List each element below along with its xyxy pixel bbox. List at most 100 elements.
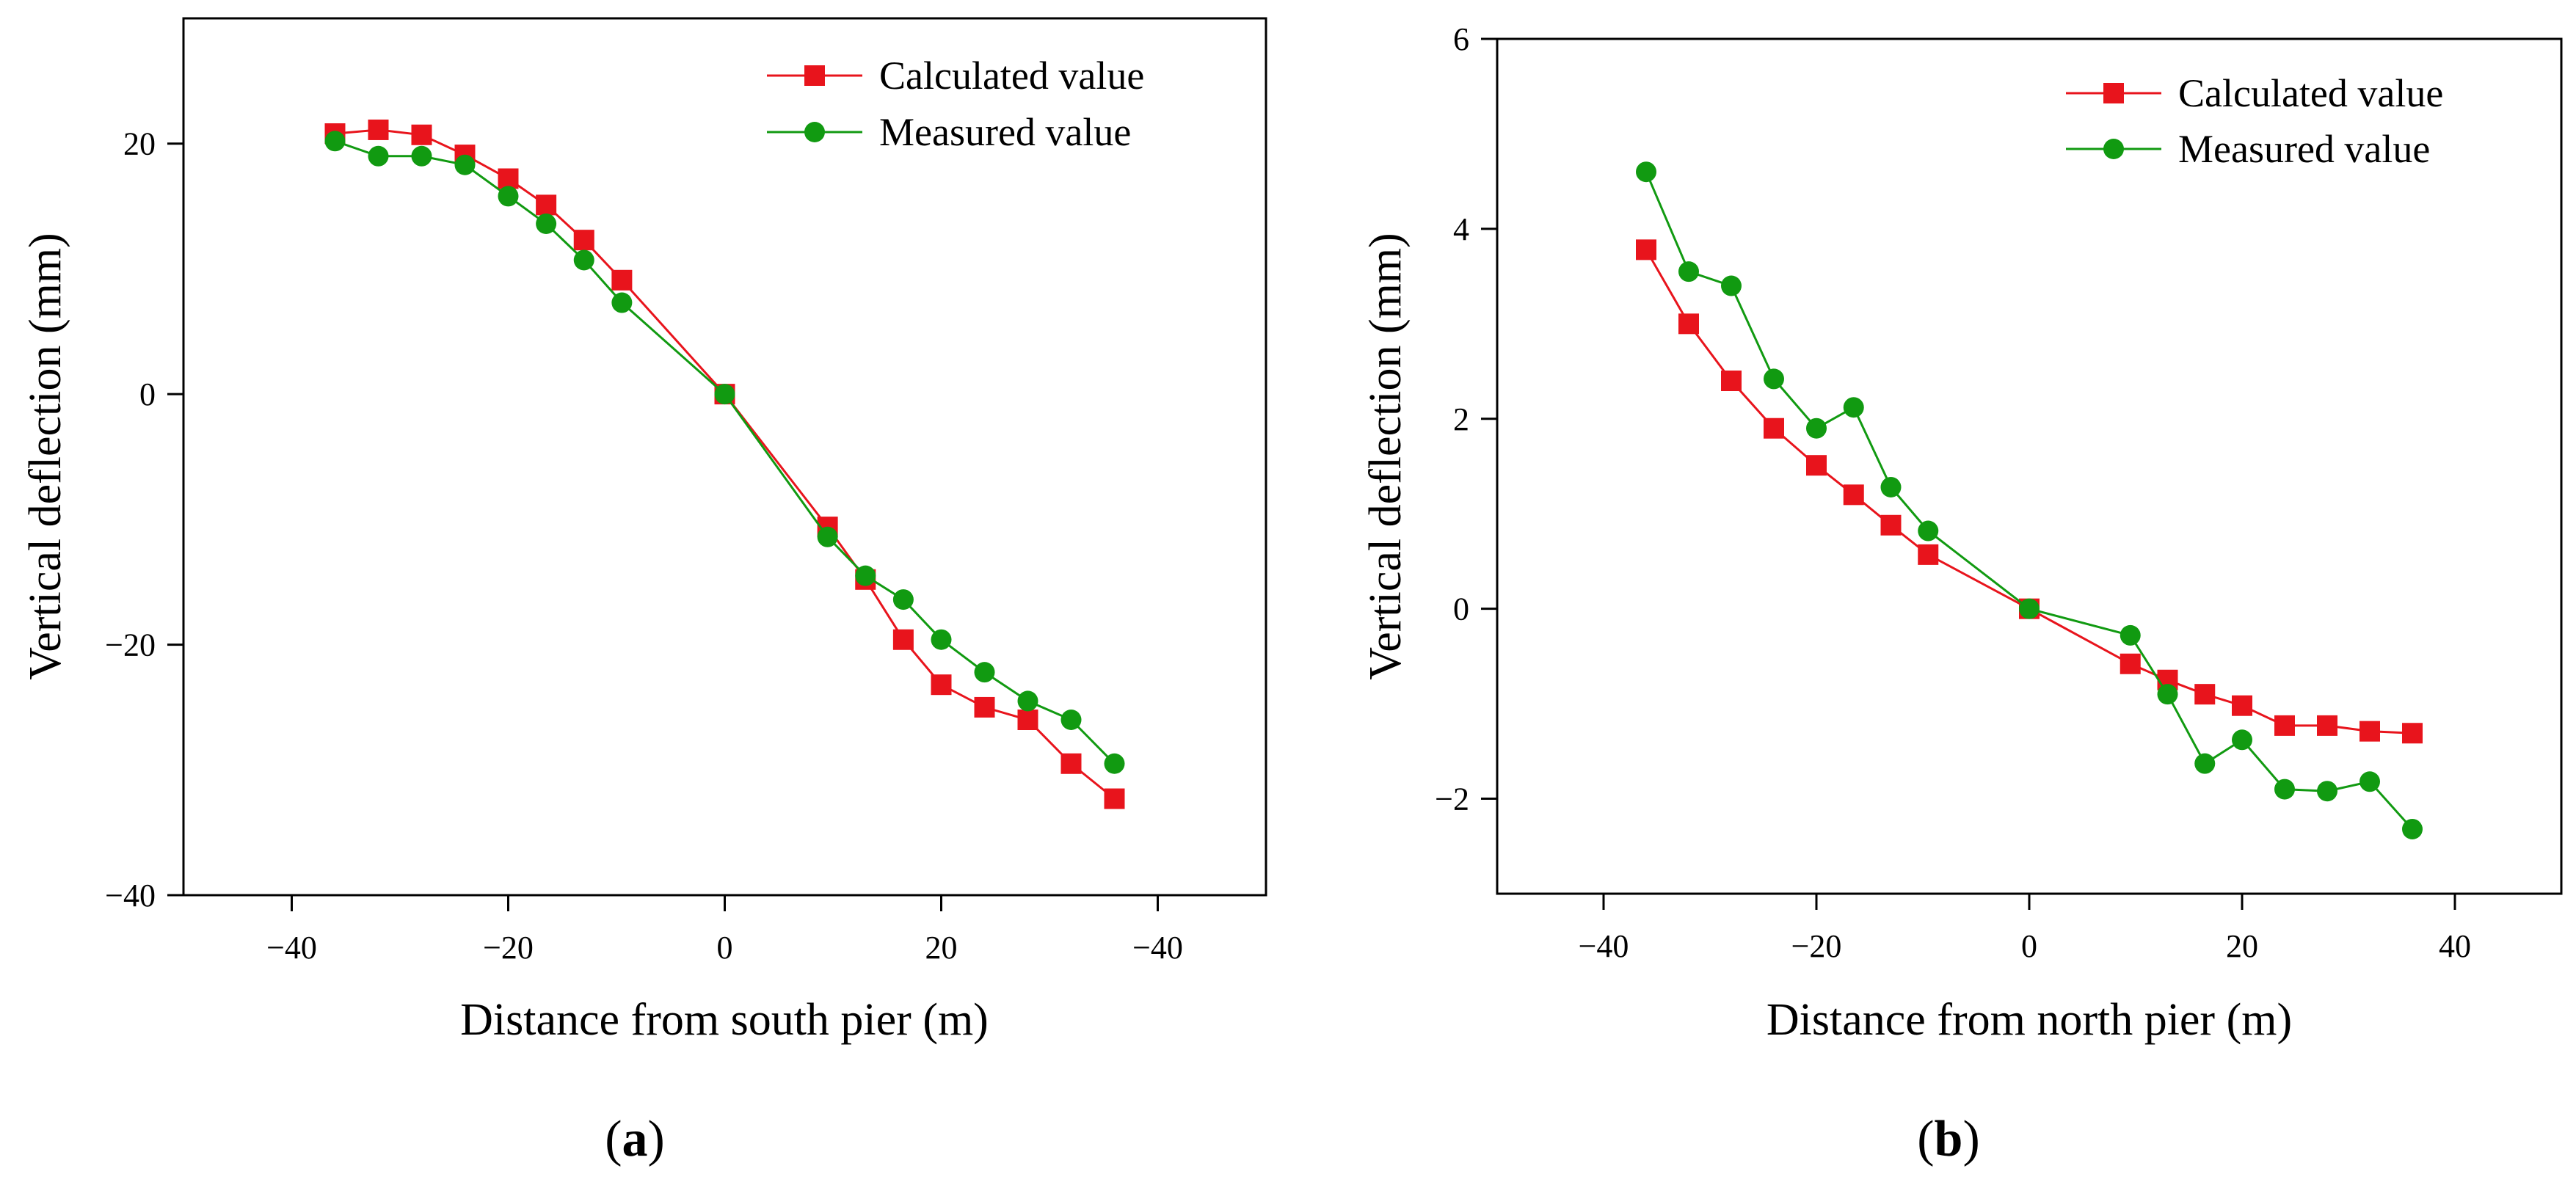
legend-marker-measured <box>804 122 825 142</box>
y-tick-label: −2 <box>1435 781 1469 817</box>
data-point-calculated-value <box>2274 715 2295 736</box>
legend-label-measured: Measured value <box>879 110 1131 154</box>
data-point-measured-value <box>573 249 594 271</box>
y-tick-label: 6 <box>1453 21 1469 57</box>
data-point-calculated-value <box>2194 684 2216 705</box>
data-point-calculated-value <box>2232 695 2252 716</box>
series-line-calculated-value <box>335 128 1116 800</box>
data-point-calculated-value <box>2120 653 2141 674</box>
data-point-measured-value <box>498 186 519 207</box>
y-axis-title: Vertical deflection (mm) <box>21 233 70 679</box>
data-point-measured-value <box>931 629 952 650</box>
data-point-measured-value <box>974 662 995 683</box>
data-point-measured-value <box>817 526 838 547</box>
data-point-measured-value <box>454 154 476 175</box>
data-point-calculated-value <box>1918 544 1939 565</box>
data-point-calculated-value <box>1806 455 1827 476</box>
series-line-measured-value <box>335 139 1116 765</box>
data-point-calculated-value <box>498 168 519 189</box>
data-point-measured-value <box>2120 624 2141 646</box>
data-point-measured-value <box>2274 779 2295 800</box>
data-point-calculated-value <box>411 124 432 145</box>
data-point-measured-value <box>1678 261 1699 282</box>
legend-label-measured: Measured value <box>2178 127 2430 171</box>
y-tick-label: 0 <box>1453 591 1469 627</box>
data-point-measured-value <box>2317 781 2337 802</box>
y-tick-label: 4 <box>1453 211 1469 247</box>
data-point-measured-value <box>1060 710 1082 730</box>
data-point-calculated-value <box>368 119 389 140</box>
x-axis-title: Distance from north pier (m) <box>1767 995 2292 1045</box>
data-point-calculated-value <box>1104 788 1125 809</box>
series-line-calculated-value <box>1645 249 2413 734</box>
x-tick-label: 20 <box>2226 928 2258 964</box>
data-point-measured-value <box>2359 771 2380 792</box>
data-point-calculated-value <box>573 230 594 251</box>
y-tick-label: −20 <box>105 627 156 663</box>
chart-panel-a: −40 −20 0 20 −40 −40 −20 0 20 Distance from sout… <box>21 17 1267 1167</box>
legend-label-calculated: Calculated value <box>2178 71 2443 115</box>
y-axis-title: Vertical deflection (mm) <box>1361 233 1411 679</box>
data-point-measured-value <box>2232 729 2252 751</box>
data-point-measured-value <box>1880 476 1902 497</box>
x-tick-label: −40 <box>1579 928 1629 964</box>
data-point-measured-value <box>1806 418 1827 439</box>
panel-label-b: (b) <box>1917 1111 1980 1167</box>
data-point-measured-value <box>324 131 346 152</box>
data-point-measured-value <box>1843 397 1864 418</box>
data-point-calculated-value <box>931 674 952 696</box>
data-point-measured-value <box>1918 520 1939 542</box>
data-point-measured-value <box>855 565 876 586</box>
data-point-measured-value <box>2019 598 2040 619</box>
y-tick-label: 0 <box>139 376 156 412</box>
data-point-measured-value <box>1104 753 1125 774</box>
data-point-measured-value <box>892 589 914 610</box>
x-tick-label: 40 <box>2439 928 2471 964</box>
x-axis-title: Distance from south pier (m) <box>460 995 989 1045</box>
data-point-calculated-value <box>1017 710 1038 730</box>
y-tick-label: −40 <box>105 878 156 914</box>
data-point-measured-value <box>1721 275 1742 296</box>
series-line-measured-value <box>1645 171 2414 831</box>
plot-frame <box>1496 37 2563 895</box>
x-tick-label: −20 <box>483 930 534 966</box>
data-point-calculated-value <box>1636 239 1656 260</box>
data-point-measured-value <box>611 292 633 313</box>
y-tick-label: 20 <box>123 126 156 162</box>
data-point-measured-value <box>714 384 735 405</box>
y-tick-label: 2 <box>1453 401 1469 437</box>
legend-marker-calculated <box>2103 83 2124 103</box>
legend-marker-calculated <box>804 65 825 86</box>
data-point-calculated-value <box>1721 371 1742 391</box>
legend: Calculated value Measured value <box>2066 71 2443 171</box>
data-point-calculated-value <box>2359 721 2380 742</box>
x-tick-label: 0 <box>2021 928 2037 964</box>
data-point-calculated-value <box>1843 484 1864 506</box>
plot-frame <box>182 17 1267 897</box>
data-point-calculated-value <box>2402 723 2423 744</box>
x-tick-label: −20 <box>1791 928 1842 964</box>
data-point-calculated-value <box>2317 715 2337 736</box>
data-point-measured-value <box>1764 368 1784 390</box>
data-point-calculated-value <box>1060 753 1082 774</box>
data-point-calculated-value <box>611 269 633 291</box>
data-point-calculated-value <box>1764 418 1784 439</box>
x-tick-label: 0 <box>717 930 733 966</box>
panel-label-a: (a) <box>605 1111 665 1167</box>
legend: Calculated value Measured value <box>767 54 1144 154</box>
x-tick-label: −40 <box>266 930 317 966</box>
data-point-measured-value <box>411 145 432 167</box>
data-point-calculated-value <box>1880 514 1902 536</box>
data-point-measured-value <box>2402 818 2423 839</box>
data-point-calculated-value <box>974 696 995 718</box>
data-point-calculated-value <box>892 629 914 650</box>
data-point-measured-value <box>536 213 557 234</box>
data-point-measured-value <box>2194 753 2216 774</box>
x-tick-label: 20 <box>925 930 958 966</box>
legend-marker-measured <box>2103 139 2124 159</box>
data-point-calculated-value <box>1678 313 1699 335</box>
data-point-measured-value <box>368 145 389 167</box>
data-point-calculated-value <box>536 194 557 216</box>
